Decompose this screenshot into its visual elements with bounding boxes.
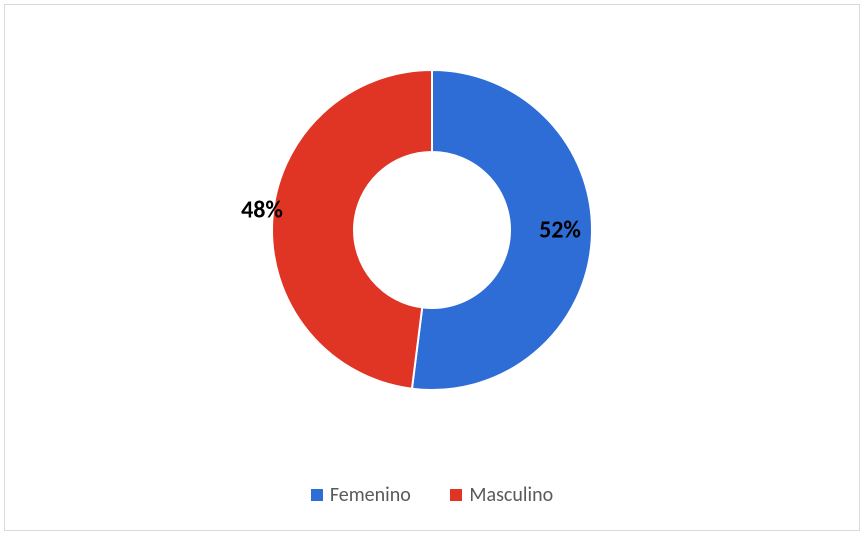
- data-label-femenino: 52%: [539, 216, 581, 245]
- slice-masculino: [272, 70, 432, 389]
- legend: Femenino Masculino: [0, 483, 864, 507]
- legend-item-masculino: Masculino: [450, 483, 553, 507]
- legend-item-femenino: Femenino: [311, 483, 411, 507]
- data-label-masculino: 48%: [241, 196, 283, 225]
- donut-wrap: 52% 48%: [0, 0, 864, 440]
- legend-label-femenino: Femenino: [330, 483, 411, 507]
- legend-swatch-masculino: [450, 489, 462, 501]
- donut-svg: [0, 0, 864, 460]
- legend-swatch-femenino: [311, 489, 323, 501]
- legend-label-masculino: Masculino: [469, 483, 553, 507]
- donut-chart: 52% 48% Femenino Masculino: [0, 0, 864, 535]
